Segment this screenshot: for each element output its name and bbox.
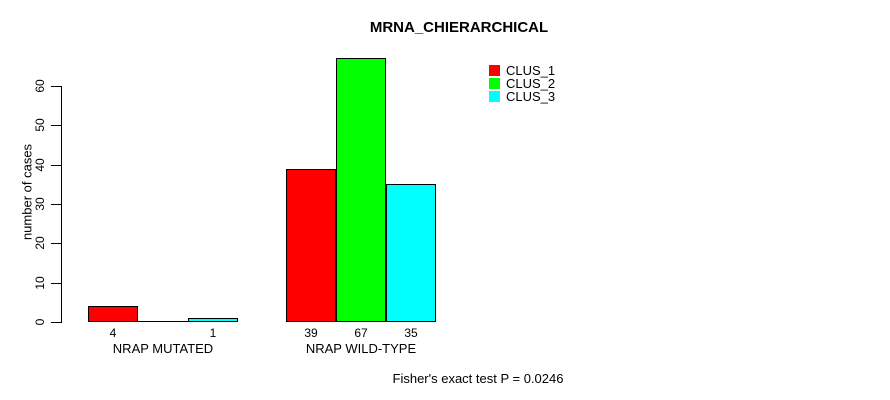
y-tick-mark	[51, 125, 61, 126]
legend-label-clus_1: CLUS_1	[506, 63, 556, 78]
bar-clus_1-group2	[286, 169, 336, 322]
y-tick-label: 60	[33, 79, 47, 93]
bar-value-label: 67	[354, 326, 368, 340]
annotation-text: Fisher's exact test P = 0.0246	[392, 371, 564, 386]
bar-value-label: 4	[109, 326, 117, 340]
y-tick-mark	[51, 165, 61, 166]
legend-swatch-clus_2	[489, 78, 500, 89]
bar-clus_2-group1-zero	[138, 321, 188, 322]
bar-clus_1-group1	[88, 306, 138, 322]
category-label: NRAP WILD-TYPE	[305, 341, 417, 356]
category-label: NRAP MUTATED	[112, 341, 214, 356]
y-tick-mark	[51, 86, 61, 87]
y-tick-mark	[51, 243, 61, 244]
legend-label-clus_2: CLUS_2	[506, 76, 556, 91]
legend-swatch-clus_1	[489, 65, 500, 76]
legend-swatch-clus_3	[489, 91, 500, 102]
bar-clus_3-group2	[386, 184, 436, 322]
bar-value-label: 35	[404, 326, 418, 340]
y-tick-mark	[51, 322, 61, 323]
y-axis-line	[61, 86, 62, 323]
y-tick-label: 30	[33, 197, 47, 211]
y-tick-label: 50	[33, 118, 47, 132]
y-tick-mark	[51, 204, 61, 205]
legend-label-clus_3: CLUS_3	[506, 89, 556, 104]
y-tick-label: 40	[33, 158, 47, 172]
bar-clus_3-group1	[188, 318, 238, 322]
bar-value-label: 1	[209, 326, 217, 340]
y-tick-label: 20	[33, 236, 47, 250]
bar-clus_2-group2	[336, 58, 386, 322]
y-tick-label: 10	[33, 276, 47, 290]
y-tick-label: 0	[33, 318, 47, 326]
chart-title: MRNA_CHIERARCHICAL	[369, 19, 549, 36]
bar-value-label: 39	[304, 326, 318, 340]
y-tick-mark	[51, 283, 61, 284]
